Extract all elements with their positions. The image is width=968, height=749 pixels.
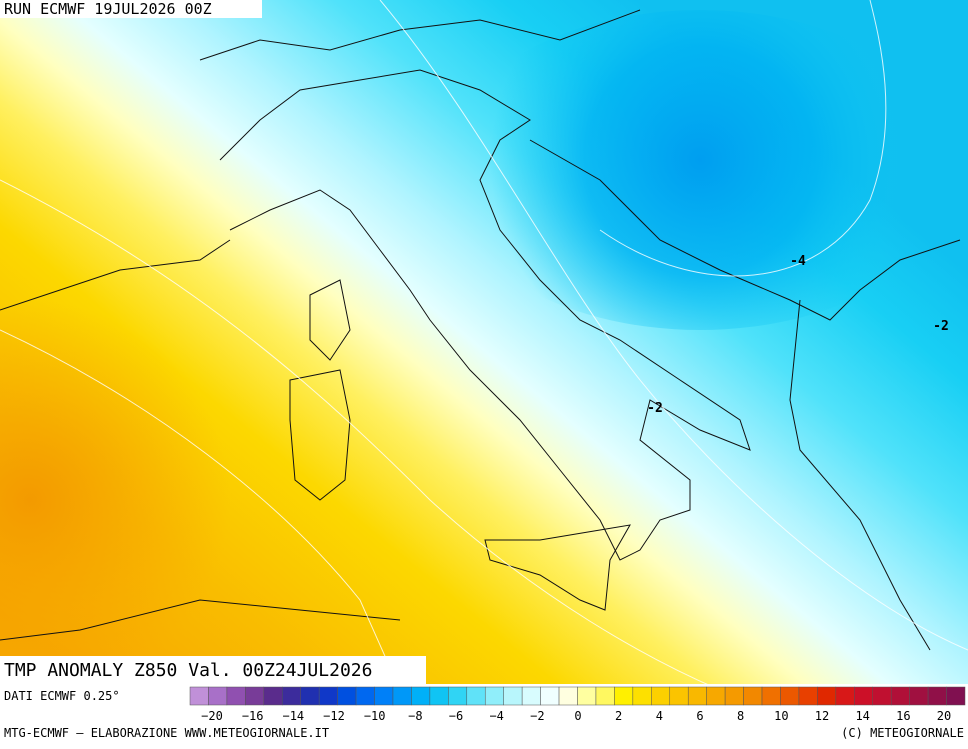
colorbar-cell bbox=[355, 686, 375, 706]
colorbar-cell bbox=[263, 686, 283, 706]
colorbar-cell bbox=[521, 686, 541, 706]
colorbar-cell bbox=[208, 686, 228, 706]
colorbar-cell bbox=[318, 686, 338, 706]
colorbar-label: −20 bbox=[201, 709, 223, 723]
colorbar-cell bbox=[651, 686, 671, 706]
colorbar-label: 10 bbox=[774, 709, 788, 723]
colorbar-label: −12 bbox=[323, 709, 345, 723]
colorbar-label: 4 bbox=[656, 709, 663, 723]
colorbar-cell bbox=[484, 686, 504, 706]
footer-right: (C) METEOGIORNALE bbox=[841, 726, 964, 740]
contour-label: -4 bbox=[790, 254, 806, 269]
run-box bbox=[0, 0, 262, 18]
run-label: RUN ECMWF 19JUL2026 00Z bbox=[4, 0, 212, 18]
colorbar: −20 −16 −14 −12 −10 −8 −6 −4 −2 0 2 4 6 8 10 12 14 16 20 bbox=[189, 686, 966, 723]
colorbar-label: 14 bbox=[855, 709, 869, 723]
colorbar-cell bbox=[300, 686, 320, 706]
colorbar-cell bbox=[595, 686, 615, 706]
colorbar-cell bbox=[854, 686, 873, 706]
colorbar-cell bbox=[226, 686, 246, 706]
colorbar-cell bbox=[503, 686, 523, 706]
colorbar-cell bbox=[687, 686, 707, 706]
colorbar-label: −14 bbox=[282, 709, 304, 723]
colorbar-cell bbox=[577, 686, 597, 706]
colorbar-cell bbox=[909, 686, 929, 706]
colorbar-cell bbox=[817, 686, 837, 706]
colorbar-cell bbox=[706, 686, 726, 706]
colorbar-cell bbox=[466, 686, 486, 706]
colorbar-cell bbox=[872, 686, 892, 706]
colorbar-label: −8 bbox=[408, 709, 422, 723]
colorbar-cell bbox=[890, 686, 910, 706]
colorbar-label: −4 bbox=[489, 709, 503, 723]
colorbar-label: −10 bbox=[364, 709, 386, 723]
colorbar-cell bbox=[429, 686, 449, 706]
title-box bbox=[0, 656, 426, 684]
colorbar-cell bbox=[614, 686, 634, 706]
colorbar-cell bbox=[927, 686, 947, 706]
colorbar-label: −6 bbox=[449, 709, 463, 723]
source-label: DATI ECMWF 0.25° bbox=[4, 689, 120, 703]
colorbar-cell bbox=[189, 686, 209, 706]
contour-label: -2 bbox=[647, 401, 663, 416]
colorbar-label: 0 bbox=[574, 709, 581, 723]
contour-label: -2 bbox=[933, 319, 949, 334]
coastlines bbox=[0, 9, 961, 651]
colorbar-cell bbox=[282, 686, 301, 706]
isotherms bbox=[0, 0, 968, 690]
colorbar-label: 2 bbox=[615, 709, 622, 723]
colorbar-cell bbox=[780, 686, 800, 706]
colorbar-cell bbox=[669, 686, 689, 706]
colorbar-cell bbox=[392, 686, 412, 706]
colorbar-cell bbox=[245, 686, 265, 706]
colorbar-cell bbox=[761, 686, 781, 706]
colorbar-cell bbox=[743, 686, 763, 706]
colorbar-label: −16 bbox=[242, 709, 264, 723]
field-cold bbox=[440, 10, 960, 330]
colorbar-cell bbox=[946, 686, 966, 706]
colorbar-cell bbox=[374, 686, 394, 706]
colorbar-label: 8 bbox=[737, 709, 744, 723]
colorbar-cell bbox=[724, 686, 744, 706]
footer-left: MTG-ECMWF – ELABORAZIONE WWW.METEOGIORNA… bbox=[4, 726, 329, 740]
colorbar-label: 6 bbox=[696, 709, 703, 723]
colorbar-label: 20 bbox=[937, 709, 951, 723]
colorbar-label: 12 bbox=[815, 709, 829, 723]
colorbar-cell bbox=[448, 686, 468, 706]
colorbar-cell bbox=[337, 686, 357, 706]
colorbar-cell bbox=[835, 686, 855, 706]
map-title: TMP ANOMALY Z850 Val. 00Z24JUL2026 bbox=[4, 660, 372, 681]
map: -4 -2 -2 bbox=[0, 0, 968, 691]
colorbar-cell bbox=[540, 686, 560, 706]
colorbar-cell bbox=[411, 686, 431, 706]
colorbar-label: 16 bbox=[896, 709, 910, 723]
colorbar-cell bbox=[558, 686, 578, 706]
colorbar-cell bbox=[798, 686, 818, 706]
colorbar-label: −2 bbox=[530, 709, 544, 723]
colorbar-cell bbox=[632, 686, 652, 706]
